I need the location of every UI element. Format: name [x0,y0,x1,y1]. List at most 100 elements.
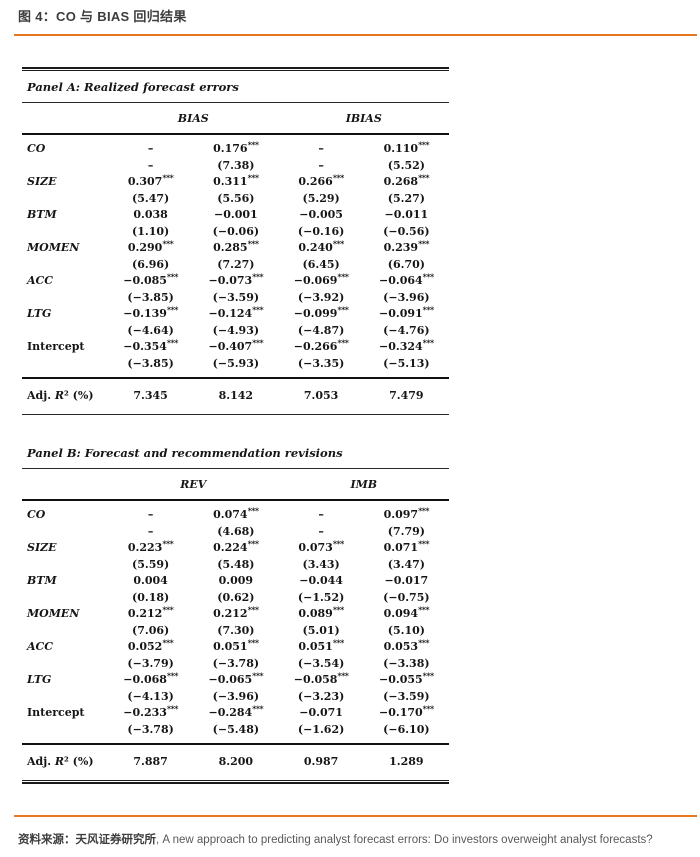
row-label [22,290,108,307]
top-accent-rule [14,34,697,36]
panel-b-body: CO – 0.074*** – 0.097*** – (4.68) – (7.79) SIZE 0.… [22,501,449,743]
value-cell: (−1.52) [297,590,345,604]
value-cell: (−0.06) [212,224,260,238]
value-cell: −0.011 [384,208,429,221]
adj-r2-value: 7.345 [133,389,168,402]
row-label [22,722,108,739]
divider [22,743,449,745]
value-cell: 0.311*** [213,172,259,188]
value-cell: 0.212*** [213,604,259,620]
tstat-row: (5.59) (5.48) (3.43) (3.47) [22,557,449,574]
panel-a-bottom-rule [22,414,449,415]
value-cell: 0.052*** [127,637,174,653]
tstat-row: – (4.68) – (7.79) [22,524,449,541]
row-label [22,224,108,241]
value-cell: 0.097*** [383,505,430,521]
table-bottom-rule [22,780,449,784]
value-cell: (−3.85) [127,356,174,370]
value-cell: 0.038 [133,208,168,221]
value-cell: −0.284*** [208,703,264,719]
coefficient-row: Intercept −0.354*** −0.407*** −0.266*** −0.3… [22,337,449,356]
value-cell: 0.089*** [298,604,344,620]
coefficient-row: BTM 0.004 0.009 −0.044 −0.017 [22,573,449,590]
value-cell: −0.139*** [123,304,178,320]
coefficient-row: SIZE 0.223*** 0.224*** 0.073*** 0.071*** [22,538,449,557]
value-cell: 0.071*** [383,538,430,554]
value-cell: (−5.93) [212,356,260,370]
tstat-row: (−4.64) (−4.93) (−4.87) (−4.76) [22,323,449,340]
adj-r2-value: 8.142 [218,389,254,402]
value-cell: (5.10) [387,623,425,637]
value-cell: 0.240*** [298,238,344,254]
value-cell: – [318,508,324,521]
column-group-rev: REV [180,478,207,491]
value-cell: (−3.38) [383,656,430,670]
value-cell: (−3.85) [127,290,174,304]
row-label: BTM [27,574,57,587]
divider [22,468,449,469]
divider [22,377,449,379]
value-cell: (4.68) [217,524,255,538]
tstat-row: (−3.79) (−3.78) (−3.54) (−3.38) [22,656,449,673]
value-cell: (−0.16) [297,224,345,238]
value-cell: (−3.78) [127,722,174,736]
value-cell: −0.005 [299,208,343,221]
row-label: ACC [27,640,54,653]
panel-b-adj-r2-row: Adj. R² (%) 7.887 8.200 0.987 1.289 [22,745,449,780]
value-cell: −0.091*** [379,304,434,320]
value-cell: (−3.54) [297,656,345,670]
row-label [22,623,108,640]
row-label [22,323,108,340]
adj-r2-value: 8.200 [218,755,254,768]
adj-r2-value: 1.289 [389,755,424,768]
value-cell: 0.239*** [383,238,430,254]
panel-b-title: Panel B: Forecast and recommendation rev… [27,446,343,460]
value-cell: −0.058*** [293,670,349,686]
value-cell: (5.01) [302,623,340,637]
row-label [22,590,108,607]
row-label [22,557,108,574]
value-cell: – [318,158,324,172]
value-cell: – [147,524,154,538]
value-cell: −0.071 [299,706,343,719]
value-cell: −0.354*** [123,337,178,353]
panel-a-body: CO – 0.176*** – 0.110*** – (7.38) – (5.52) SIZE 0.… [22,135,449,377]
value-cell: (−6.10) [383,722,430,736]
adj-r2-value: 7.053 [303,389,339,402]
panel-a-title: Panel A: Realized forecast errors [27,80,239,94]
coefficient-row: CO – 0.176*** – 0.110*** [22,139,449,158]
value-cell: −0.233*** [123,703,178,719]
value-cell: (−5.48) [212,722,260,736]
value-cell: 0.051*** [298,637,344,653]
value-cell: (−5.13) [383,356,430,370]
coefficient-row: ACC −0.085*** −0.073*** −0.069*** −0.064*** [22,271,449,290]
tstat-row: (−3.85) (−5.93) (−3.35) (−5.13) [22,356,449,373]
value-cell: (1.10) [132,224,170,238]
value-cell: (5.29) [302,191,340,205]
row-label: BTM [27,208,57,221]
row-label: MOMEN [27,607,80,620]
coefficient-row: ACC 0.052*** 0.051*** 0.051*** 0.053*** [22,637,449,656]
value-cell: (7.30) [217,623,255,637]
row-label: ACC [27,274,54,287]
row-label: Intercept [27,706,85,719]
spacer [22,112,108,125]
row-label [22,689,108,706]
value-cell: −0.407*** [208,337,264,353]
coefficient-row: MOMEN 0.212*** 0.212*** 0.089*** 0.094*** [22,604,449,623]
value-cell: 0.004 [133,574,168,587]
value-cell: −0.124*** [208,304,264,320]
value-cell: (−1.62) [297,722,345,736]
coefficient-row: MOMEN 0.290*** 0.285*** 0.240*** 0.239*** [22,238,449,257]
adj-r2-value: 7.479 [389,389,424,402]
value-cell: (−3.92) [297,290,345,304]
value-cell: (−0.56) [383,224,430,238]
value-cell: 0.110*** [383,139,430,155]
value-cell: (−4.64) [127,323,174,337]
value-cell: −0.069*** [293,271,349,287]
value-cell: 0.073*** [298,538,344,554]
value-cell: −0.055*** [379,670,434,686]
figure-title: 图 4：CO 与 BIAS 回归结果 [18,9,187,24]
panel-gap [22,415,449,437]
coefficient-row: BTM 0.038 −0.001 −0.005 −0.011 [22,207,449,224]
